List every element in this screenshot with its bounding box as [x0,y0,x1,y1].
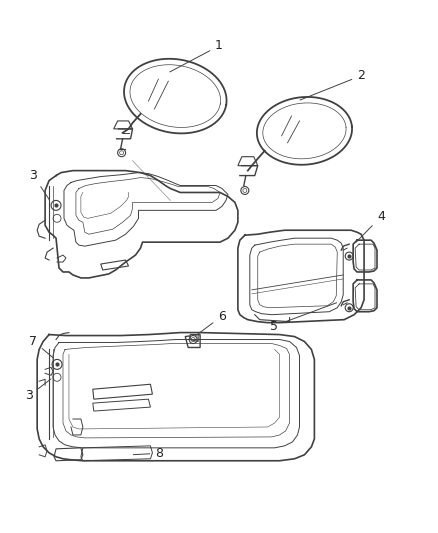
Text: 6: 6 [195,310,226,336]
Text: 3: 3 [29,168,49,200]
Text: 2: 2 [300,69,365,100]
Text: 3: 3 [25,379,51,402]
Text: 8: 8 [133,447,163,460]
Polygon shape [190,335,198,342]
Text: 4: 4 [356,211,385,242]
Text: 5: 5 [270,303,337,333]
Text: 7: 7 [29,335,53,358]
Text: 1: 1 [170,39,223,72]
